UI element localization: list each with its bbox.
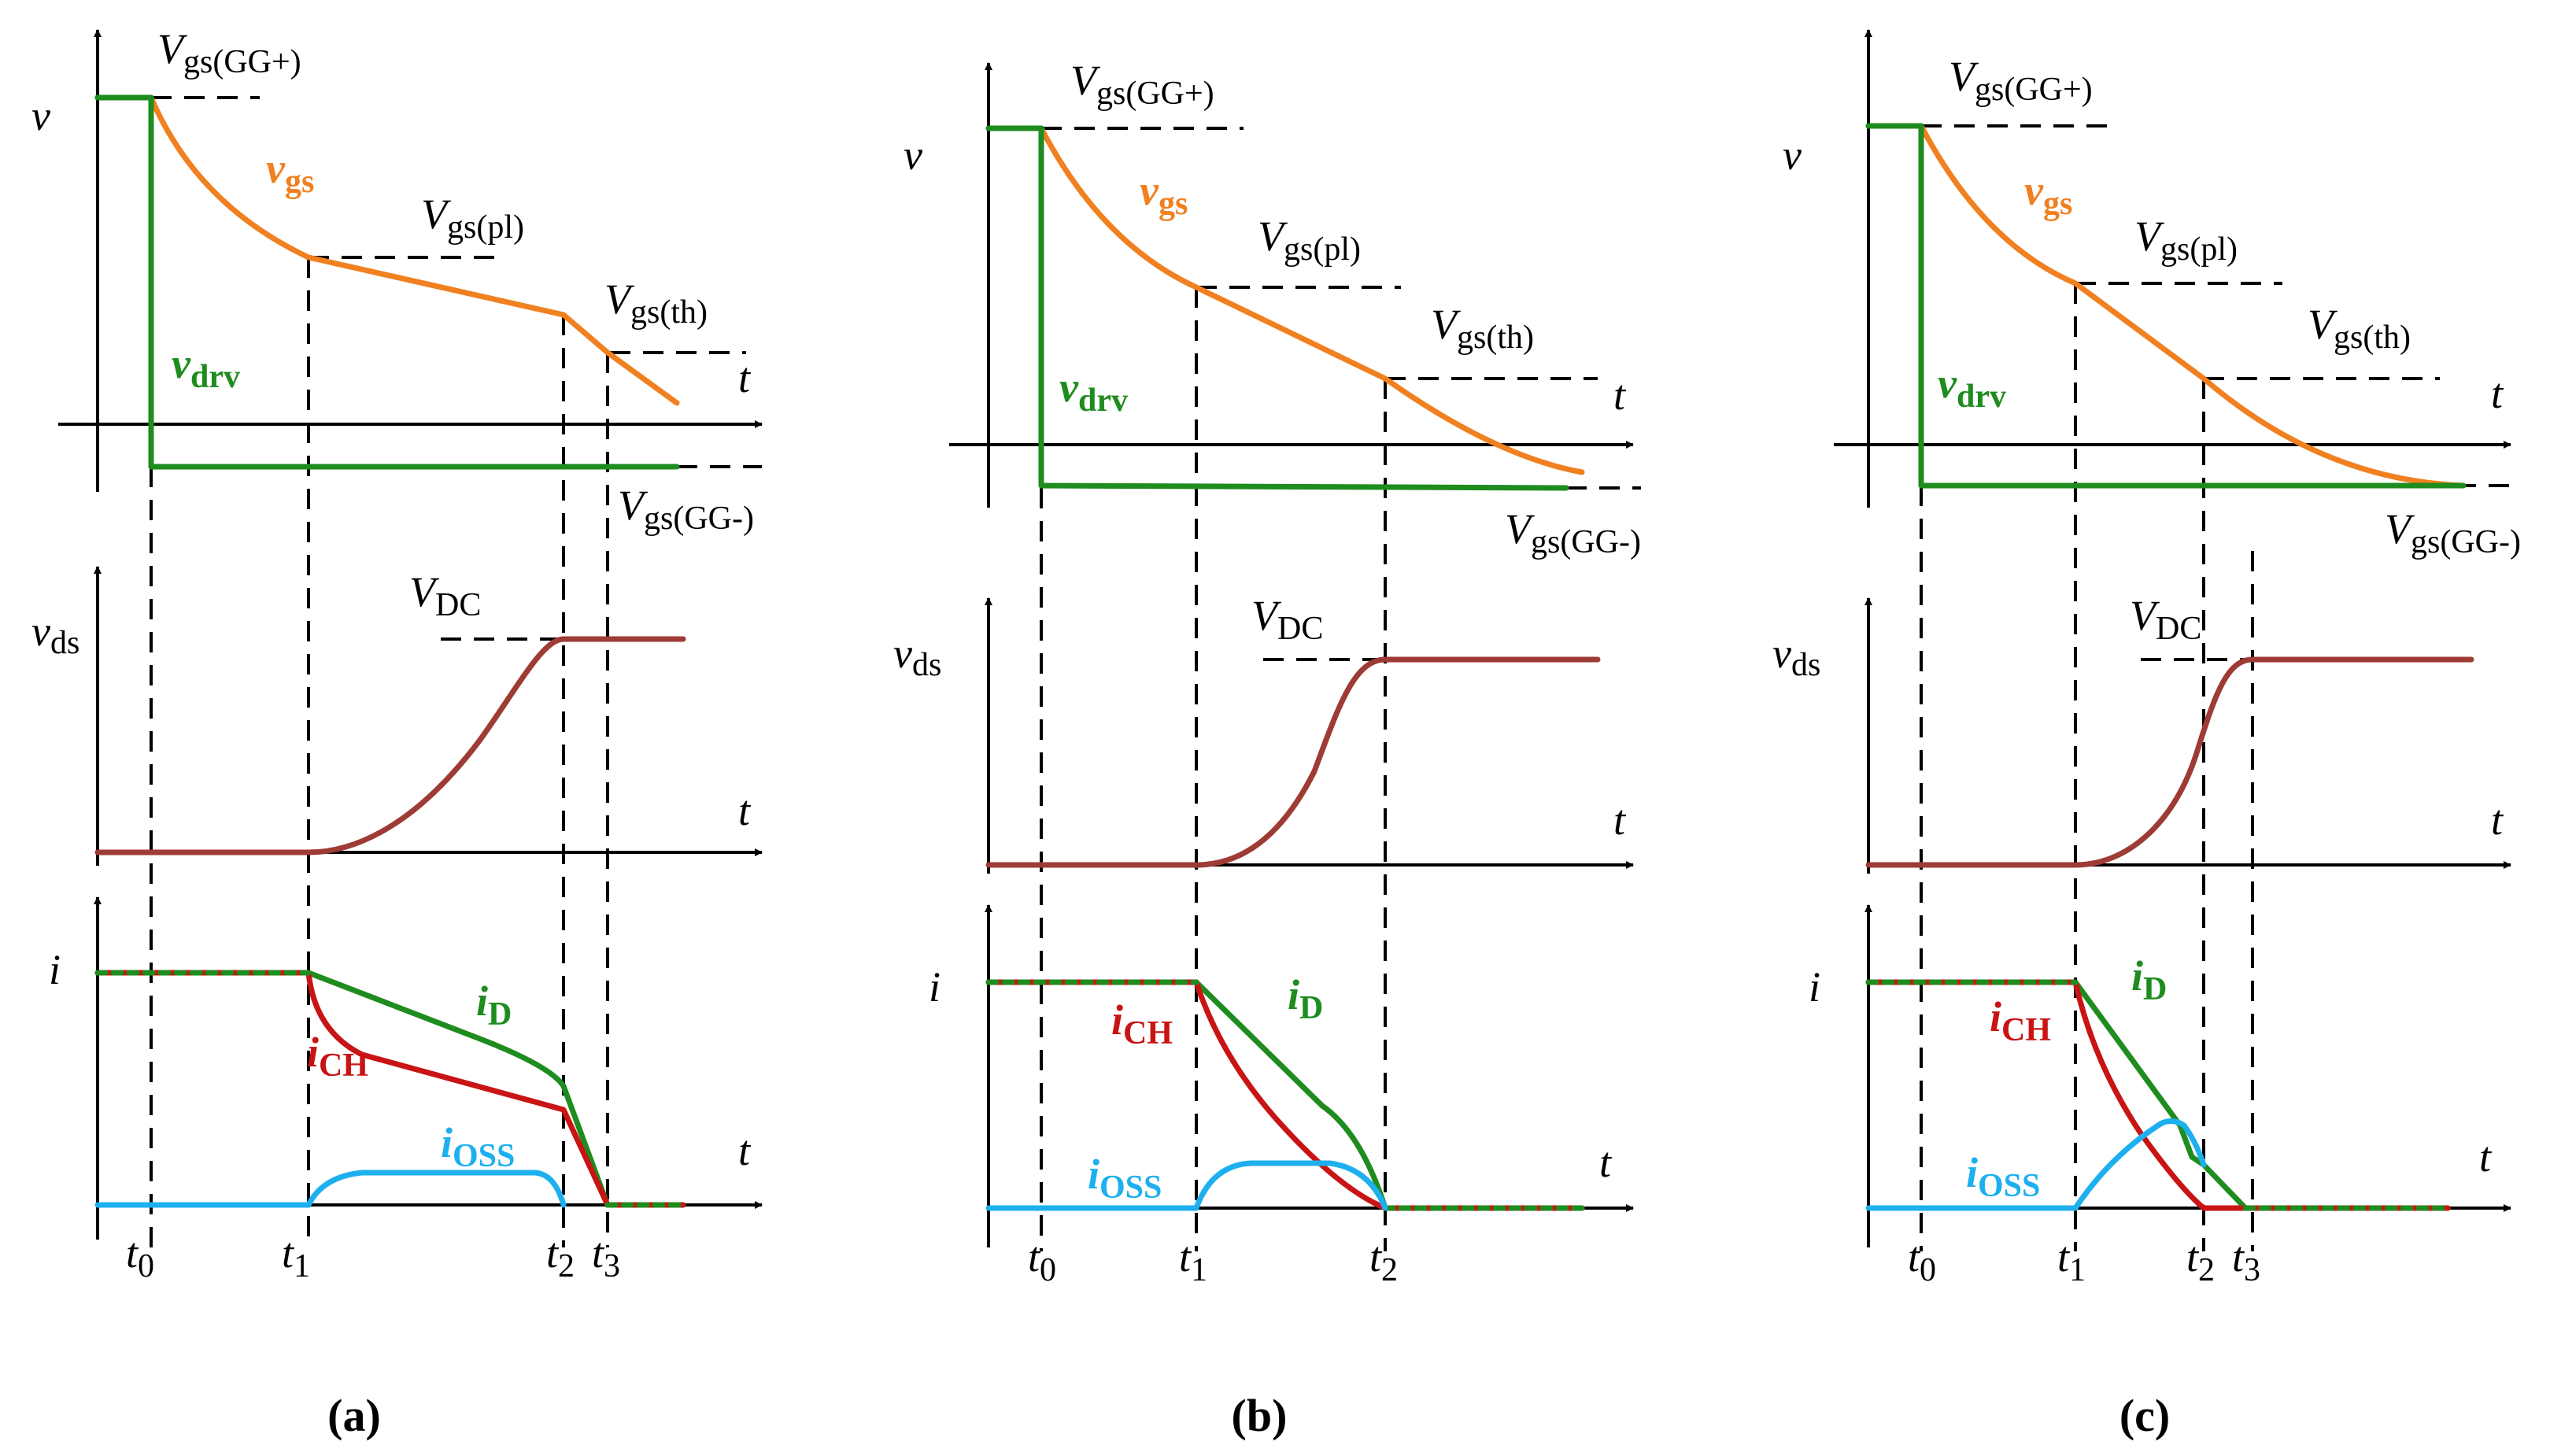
vdc-label: VDC — [409, 568, 481, 623]
guides-c — [1920, 124, 2511, 1251]
t-axis-label: t — [1613, 371, 1627, 419]
caption-b: (b) — [1232, 1390, 1288, 1441]
panel-b: v t t t vds i Vgs(GG+) Vgs(pl) Vgs(th) V… — [893, 57, 1641, 1441]
vgs-gg-minus-label: Vgs(GG-) — [618, 482, 754, 537]
iD-label: iD — [2131, 952, 2167, 1007]
iD-label: iD — [1288, 971, 1323, 1026]
i-axis-label: i — [1809, 963, 1820, 1011]
iOSS-curve-b — [985, 1160, 1388, 1211]
iCH-curve-a — [94, 970, 686, 1208]
iOSS-label: iOSS — [441, 1119, 515, 1174]
vgs-gg-minus-label: Vgs(GG-) — [1505, 505, 1641, 560]
t-axis-label: t — [738, 1127, 752, 1174]
iOSS-curve-a — [94, 1170, 567, 1208]
vgs-curve-b — [985, 125, 1585, 475]
iCH-label: iCH — [1111, 996, 1173, 1051]
t2-label: t2 — [2186, 1233, 2215, 1288]
vds-curve-a — [94, 636, 686, 855]
vgs-pl-label: Vgs(pl) — [2134, 212, 2238, 268]
vds-curve-c — [1865, 656, 2474, 868]
vdrv-label: vdrv — [172, 340, 240, 395]
t2-label: t2 — [546, 1229, 575, 1284]
t-axis-label: t — [1599, 1139, 1613, 1186]
panel-a: v t t t vds i Vgs(GG+) Vgs(pl) Vgs(th) V… — [31, 25, 763, 1441]
t0-label: t0 — [126, 1229, 154, 1284]
iD-curve-a — [94, 970, 686, 1208]
labels-c: v t t t vds i Vgs(GG+) Vgs(pl) Vgs(th) V… — [1772, 53, 2521, 1441]
vds-axis-label: vds — [893, 630, 941, 683]
vdc-label: VDC — [2130, 592, 2201, 647]
waveforms-b — [985, 125, 1601, 1211]
waveforms-a — [94, 94, 686, 1208]
panel-c: v t t t vds i Vgs(GG+) Vgs(pl) Vgs(th) V… — [1772, 29, 2521, 1441]
vgs-pl-label: Vgs(pl) — [1258, 212, 1361, 268]
iOSS-label: iOSS — [1088, 1151, 1162, 1206]
t3-label: t3 — [592, 1229, 620, 1284]
vgs-th-label: Vgs(th) — [2308, 301, 2411, 356]
t0-label: t0 — [1028, 1233, 1056, 1288]
labels-b: v t t t vds i Vgs(GG+) Vgs(pl) Vgs(th) V… — [893, 57, 1641, 1441]
t-axis-label: t — [738, 354, 752, 401]
iCH-curve-c — [1865, 979, 2451, 1211]
i-axis-label: i — [929, 963, 941, 1011]
vgs-label: vgs — [2024, 167, 2072, 222]
vgs-th-label: Vgs(th) — [604, 275, 708, 331]
vgs-label: vgs — [266, 145, 314, 200]
v-axis-label: v — [904, 131, 922, 179]
t-axis-label: t — [1613, 796, 1627, 844]
t2-label: t2 — [1369, 1233, 1398, 1288]
t0-label: t0 — [1908, 1233, 1936, 1288]
t1-label: t1 — [1179, 1233, 1207, 1288]
vgs-gg-plus-label: Vgs(GG+) — [157, 25, 301, 80]
t-axis-label: t — [2479, 1133, 2493, 1181]
vdrv-label: vdrv — [1059, 364, 1128, 419]
vdrv-curve-a — [94, 94, 680, 470]
waveforms-c — [1865, 123, 2474, 1211]
iCH-curve-b — [985, 979, 1585, 1211]
guides-a — [150, 96, 762, 1247]
guides-b — [1040, 127, 1641, 1251]
iD-label: iD — [476, 977, 512, 1033]
iCH-label: iCH — [307, 1029, 368, 1084]
vgs-gg-plus-label: Vgs(GG+) — [1070, 57, 1214, 112]
vds-axis-label: vds — [1772, 630, 1820, 683]
vgs-th-label: Vgs(th) — [1431, 301, 1534, 356]
caption-a: (a) — [327, 1390, 381, 1441]
iCH-label: iCH — [1990, 993, 2051, 1048]
iOSS-label: iOSS — [1966, 1149, 2040, 1204]
vds-axis-label: vds — [31, 608, 79, 661]
v-axis-label: v — [1783, 131, 1802, 179]
vgs-curve-c — [1865, 123, 2467, 489]
i-axis-label: i — [49, 946, 61, 993]
t-axis-label: t — [738, 787, 752, 834]
axes-a — [58, 29, 763, 1240]
iD-curve-c — [1865, 979, 2451, 1211]
t-axis-label: t — [2491, 796, 2504, 844]
vgs-pl-label: Vgs(pl) — [421, 190, 524, 246]
vgs-gg-minus-label: Vgs(GG-) — [2385, 505, 2521, 560]
caption-c: (c) — [2119, 1390, 2170, 1441]
vgs-label: vgs — [1140, 167, 1188, 222]
t1-label: t1 — [2057, 1233, 2086, 1288]
t3-label: t3 — [2232, 1233, 2260, 1288]
iD-curve-b — [985, 979, 1585, 1211]
vdrv-label: vdrv — [1938, 360, 2006, 415]
vgs-curve-a — [94, 94, 680, 406]
vds-curve-b — [985, 656, 1601, 868]
iOSS-curve-c — [1865, 1118, 2207, 1211]
t-axis-label: t — [2491, 370, 2504, 417]
vgs-gg-plus-label: Vgs(GG+) — [1949, 53, 2093, 108]
t1-label: t1 — [282, 1229, 310, 1284]
labels-a: v t t t vds i Vgs(GG+) Vgs(pl) Vgs(th) V… — [31, 25, 754, 1441]
v-axis-label: v — [31, 92, 50, 139]
vdc-label: VDC — [1251, 592, 1323, 647]
vdrv-curve-c — [1865, 123, 2467, 489]
